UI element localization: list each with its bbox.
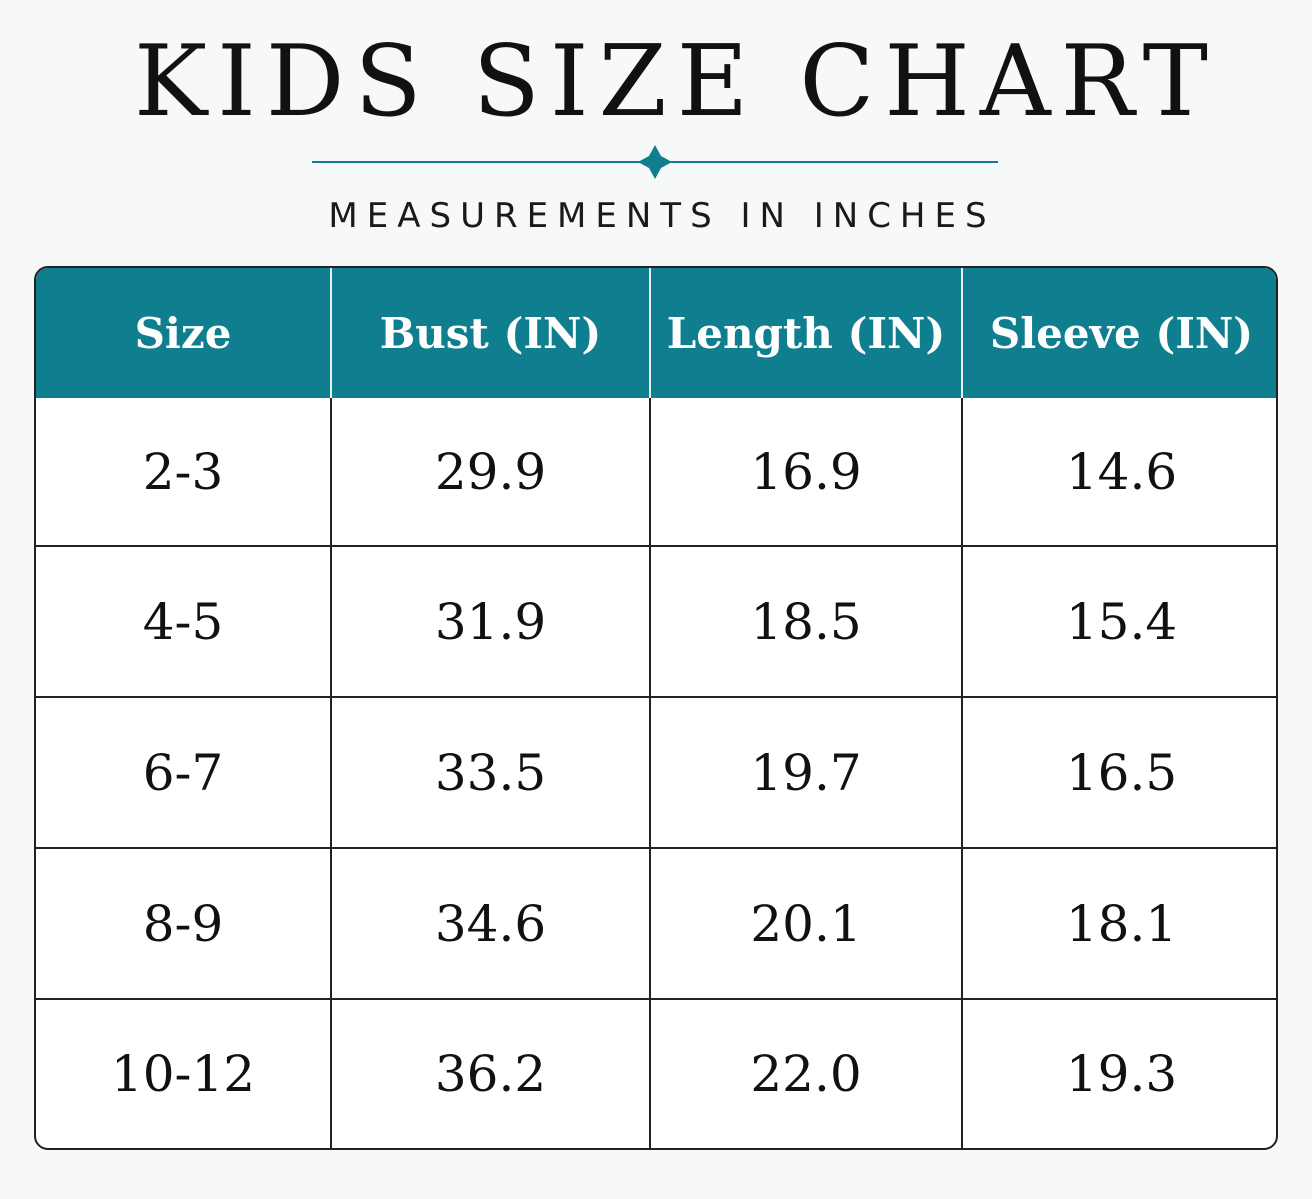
table-row: 2-3 29.9 16.9 14.6 (36, 398, 1276, 547)
size-cell: 2-3 (36, 398, 332, 547)
size-cell: 6-7 (36, 696, 332, 849)
sleeve-cell: 16.5 (962, 696, 1276, 849)
column-header-length: Length (IN) (650, 268, 963, 398)
column-header-bust: Bust (IN) (331, 268, 651, 398)
table-header-row: Size Bust (IN) Length (IN) Sleeve (IN) (36, 268, 1276, 398)
sleeve-cell: 19.3 (962, 998, 1276, 1148)
column-header-sleeve: Sleeve (IN) (962, 268, 1276, 398)
length-cell: 16.9 (650, 398, 963, 547)
length-cell: 20.1 (650, 847, 963, 1000)
bust-cell: 33.5 (331, 696, 651, 849)
size-chart-table: Size Bust (IN) Length (IN) Sleeve (IN) 2… (34, 266, 1278, 1150)
page-title: KIDS SIZE CHART (133, 25, 1219, 139)
bust-cell: 29.9 (331, 398, 651, 547)
decorative-divider (312, 145, 998, 179)
length-cell: 22.0 (650, 998, 963, 1148)
sleeve-cell: 15.4 (962, 545, 1276, 698)
size-cell: 4-5 (36, 545, 332, 698)
diamond-ornament-icon (638, 145, 672, 179)
sleeve-cell: 18.1 (962, 847, 1276, 1000)
size-cell: 10-12 (36, 998, 332, 1148)
size-cell: 8-9 (36, 847, 332, 1000)
table-row: 6-7 33.5 19.7 16.5 (36, 696, 1276, 849)
page-subtitle: MEASUREMENTS IN INCHES (328, 196, 996, 236)
bust-cell: 36.2 (331, 998, 651, 1148)
bust-cell: 34.6 (331, 847, 651, 1000)
length-cell: 18.5 (650, 545, 963, 698)
bust-cell: 31.9 (331, 545, 651, 698)
table-row: 10-12 36.2 22.0 19.3 (36, 998, 1276, 1148)
column-header-size: Size (36, 268, 332, 398)
sleeve-cell: 14.6 (1065, 442, 1178, 501)
table-row: 4-5 31.9 18.5 15.4 (36, 545, 1276, 698)
table-row: 8-9 34.6 20.1 18.1 (36, 847, 1276, 1000)
length-cell: 19.7 (650, 696, 963, 849)
